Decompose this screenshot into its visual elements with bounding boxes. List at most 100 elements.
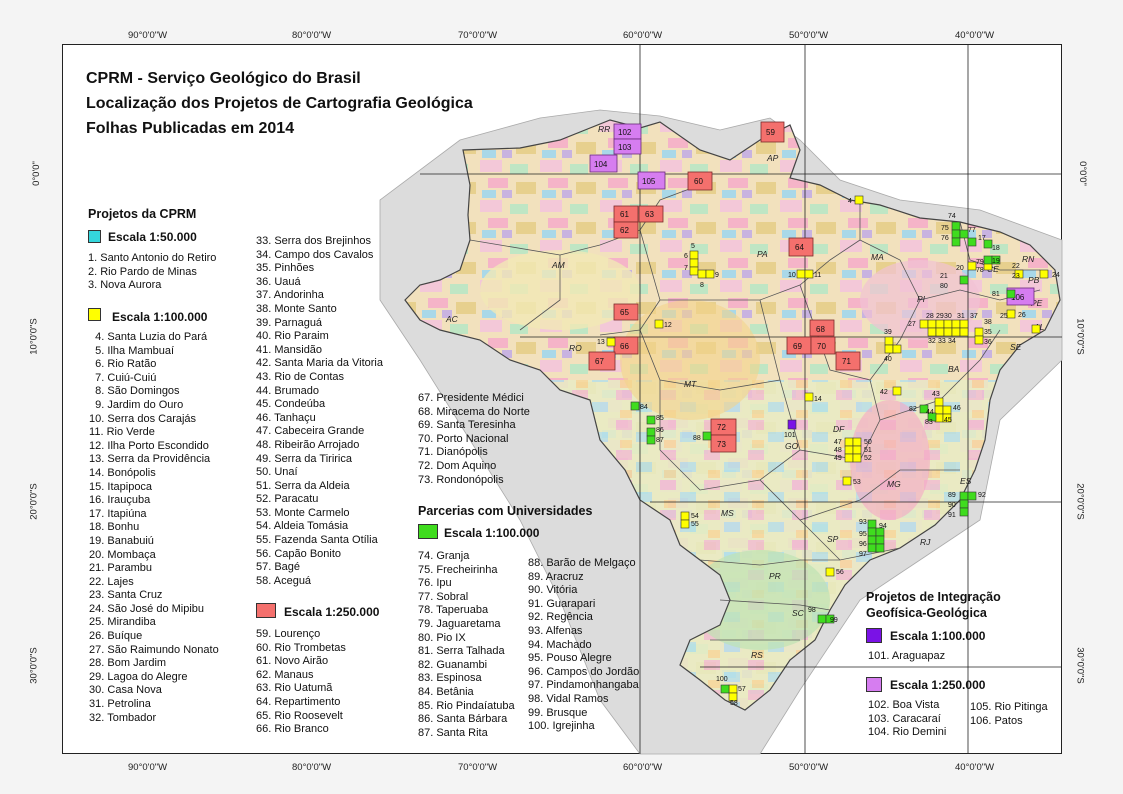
state-label-rj: RJ (920, 537, 931, 547)
svg-text:102: 102 (618, 128, 632, 137)
marker-69: 69 (786, 336, 812, 355)
svg-text:6: 6 (684, 253, 688, 260)
svg-text:101: 101 (784, 432, 796, 439)
svg-text:11: 11 (814, 272, 821, 279)
legend-integ-heading: Projetos de Integração Geofísica-Geológi… (866, 590, 1001, 620)
svg-text:46: 46 (953, 405, 961, 412)
svg-text:104: 104 (594, 160, 608, 169)
svg-text:5: 5 (691, 243, 695, 250)
svg-text:57: 57 (738, 686, 746, 693)
svg-text:58: 58 (730, 700, 738, 707)
top-label-90w: 90°0'0"W (128, 30, 168, 41)
svg-text:92: 92 (978, 492, 986, 499)
state-label-pb: PB (1028, 275, 1040, 285)
state-label-ac: AC (445, 314, 459, 324)
state-label-pa: PA (757, 249, 768, 259)
marker-14 (804, 392, 814, 402)
svg-text:62: 62 (620, 226, 629, 235)
legend-col-b: 4. Santa Luzia do Pará 5. Ilha Mambuaí 6… (89, 331, 219, 724)
legend-col-i: 102. Boa Vista 103. Caracaraí 104. Rio D… (868, 699, 947, 739)
state-label-mt: MT (684, 379, 697, 389)
legend-col-j: 105. Rio Pitinga 106. Patos (970, 701, 1048, 727)
svg-text:18: 18 (992, 245, 1000, 252)
svg-text:31: 31 (957, 313, 965, 320)
marker-66: 66 (613, 336, 639, 355)
state-label-ap: AP (766, 153, 779, 163)
marker-103: 103 (613, 138, 642, 155)
svg-text:33: 33 (938, 338, 946, 345)
title-line1: CPRM - Serviço Geológico do Brasil (86, 70, 361, 87)
svg-text:99: 99 (830, 617, 838, 624)
svg-text:77: 77 (968, 227, 976, 234)
top-label-50w: 50°0'0"W (789, 30, 829, 41)
title-line2: Localização dos Projetos de Cartografia … (86, 95, 473, 112)
state-label-es: ES (960, 476, 972, 486)
state-label-go: GO (785, 441, 799, 451)
marker-104: 104 (589, 154, 618, 173)
salmon-markers: 59 60 61 63 62 64 65 66 67 68 69 70 71 7… (588, 121, 861, 453)
svg-text:90: 90 (948, 502, 956, 509)
svg-text:32: 32 (928, 338, 936, 345)
svg-text:26: 26 (1018, 312, 1026, 319)
svg-text:17: 17 (978, 235, 986, 242)
svg-text:85: 85 (656, 415, 664, 422)
svg-text:55: 55 (691, 521, 699, 528)
marker-73: 73 (710, 434, 737, 453)
svg-text:69: 69 (793, 342, 802, 351)
svg-text:68: 68 (816, 325, 825, 334)
swatch-magenta (866, 677, 882, 692)
svg-text:98: 98 (808, 607, 816, 614)
svg-text:7: 7 (684, 265, 688, 272)
svg-text:42: 42 (880, 389, 888, 396)
svg-text:63: 63 (645, 210, 654, 219)
legend-univ-heading: Parcerias com Universidades (418, 504, 593, 518)
state-label-pi: PI (917, 294, 926, 304)
marker-64: 64 (788, 237, 814, 257)
svg-text:86: 86 (656, 427, 664, 434)
svg-text:51: 51 (864, 447, 872, 454)
svg-text:60: 60 (694, 177, 703, 186)
state-label-pe: PE (1031, 298, 1043, 308)
marker-54-55 (680, 511, 690, 521)
marker-102: 102 (613, 123, 642, 140)
svg-text:22: 22 (1012, 263, 1020, 270)
marker-59: 59 (760, 121, 785, 143)
marker-10-11 (796, 269, 806, 279)
marker-82-83 (919, 404, 929, 414)
bottom-label-50w: 50°0'0"W (789, 762, 829, 773)
svg-text:49: 49 (834, 455, 842, 462)
svg-text:30: 30 (944, 313, 952, 320)
svg-text:66: 66 (620, 342, 629, 351)
svg-text:34: 34 (948, 338, 956, 345)
swatch-yellow (88, 308, 101, 321)
svg-text:53: 53 (853, 479, 861, 486)
state-label-ce: CE (987, 264, 999, 274)
svg-text:59: 59 (766, 128, 775, 137)
marker-20to23 (967, 261, 977, 271)
svg-text:103: 103 (618, 143, 632, 152)
svg-text:91: 91 (948, 512, 956, 519)
state-label-ba: BA (948, 364, 960, 374)
top-label-70w: 70°0'0"W (458, 30, 498, 41)
svg-text:29: 29 (936, 313, 944, 320)
svg-text:52: 52 (864, 455, 872, 462)
scale-250k-label: Escala 1:250.000 (284, 605, 380, 619)
svg-text:97: 97 (859, 551, 867, 558)
top-label-80w: 80°0'0"W (292, 30, 332, 41)
swatch-green (418, 524, 438, 539)
svg-text:19: 19 (992, 258, 1000, 265)
marker-56 (825, 567, 835, 577)
state-label-rr: RR (598, 124, 610, 134)
legend-col-c: 33. Serra dos Brejinhos 34. Campo dos Ca… (256, 235, 383, 587)
svg-text:93: 93 (859, 519, 867, 526)
legend-col-e: 67. Presidente Médici 68. Miracema do No… (418, 392, 530, 486)
graticule-lines (420, 44, 1062, 754)
swatch-salmon (256, 603, 276, 618)
marker-78-79 (983, 239, 993, 249)
svg-text:14: 14 (814, 396, 822, 403)
svg-text:78: 78 (976, 267, 984, 274)
marker-42 (892, 386, 902, 396)
brazil-outline (404, 119, 1061, 711)
svg-text:75: 75 (941, 225, 949, 232)
